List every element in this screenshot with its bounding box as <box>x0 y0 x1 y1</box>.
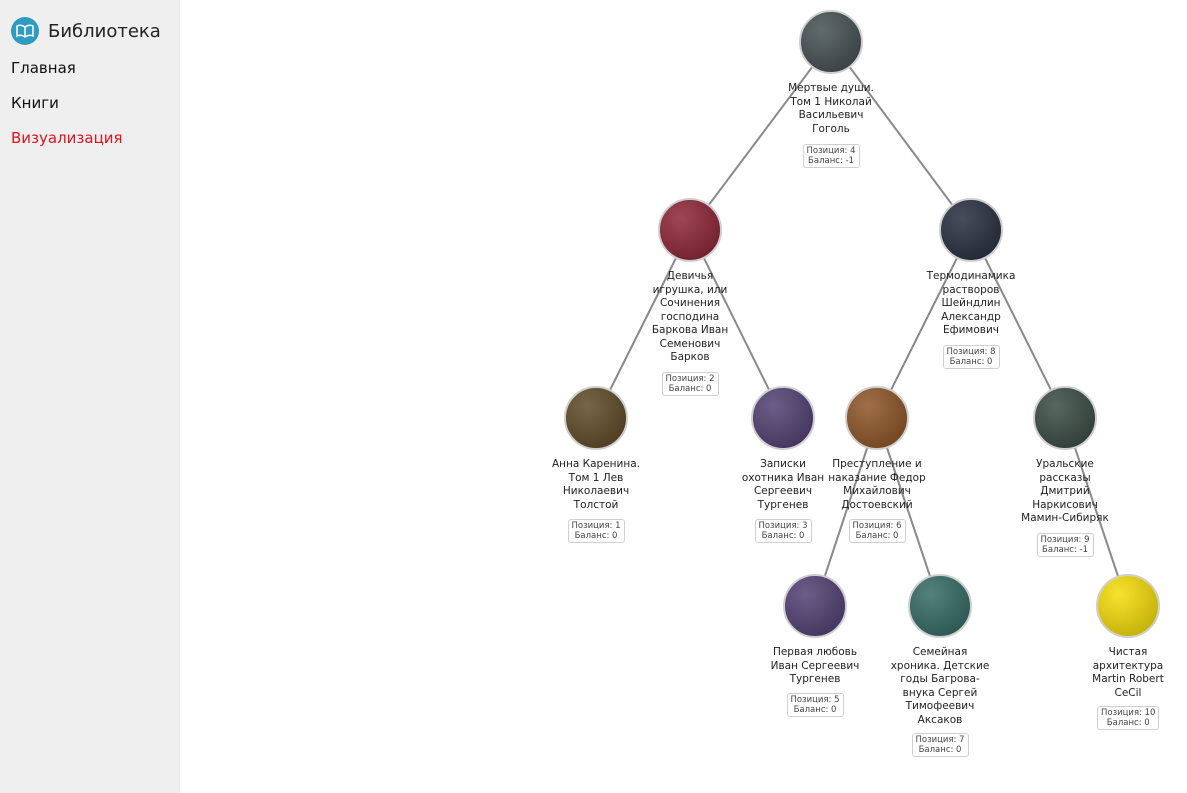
tree-edge <box>876 229 972 419</box>
book-cover-node[interactable] <box>908 574 972 638</box>
position-text: Позиция: 8 <box>946 347 996 357</box>
tree-edge <box>970 229 1066 419</box>
node-info-box: Позиция: 9 Баланс: -1 <box>1036 533 1094 557</box>
tree-visualization: Мертвые души. Том 1 Николай Васильевич Г… <box>180 0 1187 793</box>
book-title-label: Преступление и наказание Федор Михайлови… <box>828 458 926 511</box>
book-cover-node[interactable] <box>1096 574 1160 638</box>
book-cover-node[interactable] <box>799 10 863 74</box>
position-text: Позиция: 5 <box>790 695 840 705</box>
book-cover-node[interactable] <box>658 198 722 262</box>
cover-texture <box>753 388 813 448</box>
tree-edge <box>814 417 878 607</box>
book-title-label: Записки охотника Иван Сергеевич Тургенев <box>741 458 825 511</box>
balance-text: Баланс: 0 <box>668 384 712 394</box>
book-title-label: Мертвые души. Том 1 Николай Васильевич Г… <box>788 82 874 135</box>
book-cover-node[interactable] <box>845 386 909 450</box>
book-title-label: Анна Каренина. Том 1 Лев Николаевич Толс… <box>551 458 641 511</box>
book-cover-node[interactable] <box>783 574 847 638</box>
node-info-box: Позиция: 4 Баланс: -1 <box>802 144 860 168</box>
position-text: Позиция: 9 <box>1040 535 1090 545</box>
book-title-label: Термодинамика растворов Шейндлин Алексан… <box>926 270 1016 336</box>
balance-text: Баланс: 0 <box>574 531 618 541</box>
tree-edge <box>830 41 972 231</box>
node-info-box: Позиция: 3 Баланс: 0 <box>754 519 812 543</box>
node-info-box: Позиция: 7 Баланс: 0 <box>911 733 969 757</box>
nav-item-books[interactable]: Книги <box>11 94 59 112</box>
node-info-box: Позиция: 10 Баланс: 0 <box>1097 706 1160 730</box>
book-title-label: Первая любовь Иван Сергеевич Тургенев <box>770 646 860 685</box>
cover-texture <box>847 388 907 448</box>
nav-item-visualization[interactable]: Визуализация <box>11 129 123 147</box>
book-cover-node[interactable] <box>751 386 815 450</box>
node-info-box: Позиция: 6 Баланс: 0 <box>848 519 906 543</box>
tree-edge <box>595 229 691 419</box>
book-title-label: Уральские рассказы Дмитрий Наркисович Ма… <box>1021 458 1109 524</box>
tree-edges <box>595 41 1129 607</box>
cover-texture <box>1098 576 1158 636</box>
book-cover-node[interactable] <box>1033 386 1097 450</box>
node-info-box: Позиция: 1 Баланс: 0 <box>567 519 625 543</box>
position-text: Позиция: 7 <box>915 735 965 745</box>
position-text: Позиция: 1 <box>571 521 621 531</box>
position-text: Позиция: 3 <box>758 521 808 531</box>
cover-texture <box>910 576 970 636</box>
node-info-box: Позиция: 5 Баланс: 0 <box>786 693 844 717</box>
brand-link[interactable]: Библиотека <box>11 17 161 45</box>
cover-texture <box>941 200 1001 260</box>
book-cover-node[interactable] <box>564 386 628 450</box>
tree-edge <box>689 41 832 231</box>
sidebar: Библиотека Главная Книги Визуализация <box>0 0 180 793</box>
position-text: Позиция: 6 <box>852 521 902 531</box>
cover-texture <box>566 388 626 448</box>
cover-texture <box>1035 388 1095 448</box>
cover-texture <box>785 576 845 636</box>
book-title-label: Девичья игрушка, или Сочинения господина… <box>651 270 729 363</box>
open-book-icon <box>11 17 39 45</box>
node-info-box: Позиция: 2 Баланс: 0 <box>661 372 719 396</box>
position-text: Позиция: 4 <box>806 146 856 156</box>
balance-text: Баланс: -1 <box>1042 545 1088 555</box>
position-text: Позиция: 2 <box>665 374 715 384</box>
balance-text: Баланс: 0 <box>949 357 993 367</box>
balance-text: Баланс: 0 <box>855 531 899 541</box>
balance-text: Баланс: 0 <box>918 745 962 755</box>
cover-texture <box>801 12 861 72</box>
nav-item-home[interactable]: Главная <box>11 59 76 77</box>
book-title-label: Чистая архитектура Martin Robert CeCil <box>1092 646 1164 699</box>
brand-title: Библиотека <box>48 20 161 42</box>
balance-text: Баланс: 0 <box>1106 718 1150 728</box>
book-title-label: Семейная хроника. Детские годы Багрова-в… <box>890 646 990 726</box>
book-cover-node[interactable] <box>939 198 1003 262</box>
position-text: Позиция: 10 <box>1101 708 1156 718</box>
cover-texture <box>660 200 720 260</box>
node-info-box: Позиция: 8 Баланс: 0 <box>942 345 1000 369</box>
balance-text: Баланс: 0 <box>761 531 805 541</box>
tree-edge <box>689 229 784 419</box>
balance-text: Баланс: -1 <box>808 156 854 166</box>
balance-text: Баланс: 0 <box>793 705 837 715</box>
